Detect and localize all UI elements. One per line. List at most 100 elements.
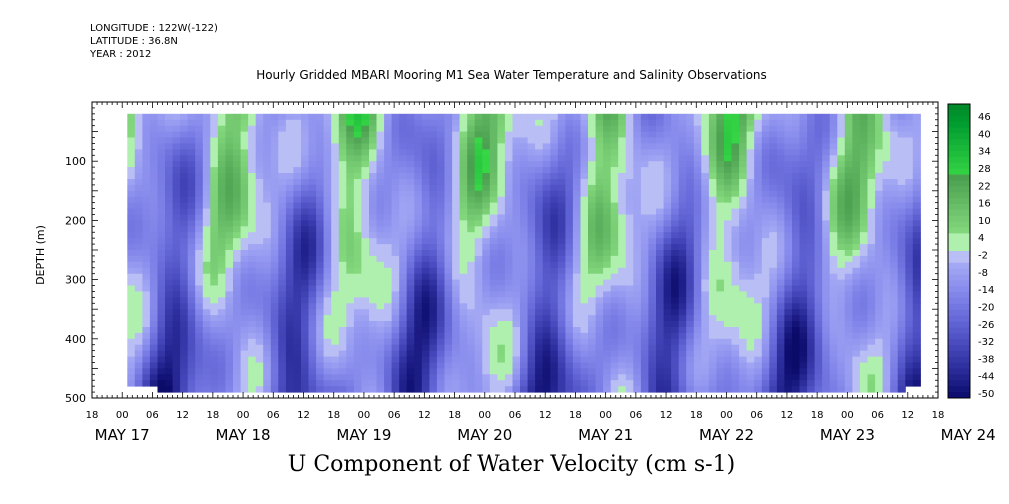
heatmap-cell bbox=[180, 250, 189, 257]
heatmap-cell bbox=[308, 321, 317, 328]
heatmap-cell bbox=[625, 344, 634, 352]
heatmap-cell bbox=[489, 137, 498, 144]
heatmap-cell bbox=[248, 321, 257, 328]
heatmap-cell bbox=[172, 255, 181, 263]
heatmap-cell bbox=[595, 356, 604, 363]
heatmap-cell bbox=[829, 368, 838, 375]
heatmap-cell bbox=[897, 327, 906, 334]
heatmap-cell bbox=[603, 267, 612, 275]
heatmap-cell bbox=[391, 315, 400, 322]
heatmap-cell bbox=[172, 119, 181, 127]
heatmap-cell bbox=[459, 155, 468, 162]
heatmap-cell bbox=[180, 279, 189, 286]
heatmap-cell bbox=[263, 155, 272, 162]
heatmap-cell bbox=[301, 190, 310, 198]
heatmap-cell bbox=[293, 131, 302, 138]
heatmap-cell bbox=[822, 368, 831, 375]
heatmap-cell bbox=[671, 380, 680, 387]
heatmap-cell bbox=[588, 273, 597, 281]
heatmap-cell bbox=[195, 131, 204, 138]
heatmap-cell bbox=[792, 202, 801, 209]
heatmap-cell bbox=[724, 143, 733, 150]
heatmap-cell bbox=[293, 125, 302, 133]
heatmap-cell bbox=[671, 279, 680, 286]
heatmap-cell bbox=[724, 386, 733, 393]
heatmap-cell bbox=[489, 155, 498, 162]
heatmap-cell bbox=[429, 131, 438, 138]
heatmap-cell bbox=[648, 155, 657, 162]
heatmap-cell bbox=[912, 220, 921, 227]
heatmap-cell bbox=[436, 279, 445, 286]
heatmap-cell bbox=[859, 143, 868, 150]
heatmap-cell bbox=[912, 238, 921, 245]
heatmap-cell bbox=[452, 161, 461, 168]
heatmap-cell bbox=[172, 244, 181, 251]
heatmap-cell bbox=[693, 338, 702, 346]
heatmap-cell bbox=[210, 386, 219, 393]
heatmap-cell bbox=[814, 362, 823, 369]
heatmap-cell bbox=[769, 309, 778, 316]
heatmap-cell bbox=[708, 202, 717, 209]
heatmap-cell bbox=[467, 356, 476, 363]
heatmap-cell bbox=[739, 368, 748, 375]
heatmap-cell bbox=[905, 267, 914, 275]
heatmap-cell bbox=[240, 190, 249, 198]
heatmap-cell bbox=[776, 137, 785, 144]
heatmap-cell bbox=[807, 368, 816, 375]
heatmap-cell bbox=[837, 119, 846, 127]
heatmap-cell bbox=[444, 315, 453, 322]
heatmap-cell bbox=[724, 125, 733, 133]
heatmap-cell bbox=[361, 255, 370, 263]
heatmap-cell bbox=[180, 208, 189, 215]
heatmap-cell bbox=[792, 374, 801, 381]
heatmap-cell bbox=[474, 273, 483, 281]
heatmap-cell bbox=[852, 327, 861, 334]
heatmap-cell bbox=[406, 196, 415, 204]
heatmap-cell bbox=[240, 261, 249, 269]
heatmap-cell bbox=[610, 214, 619, 221]
heatmap-cell bbox=[784, 190, 793, 198]
heatmap-cell bbox=[527, 220, 536, 227]
heatmap-cell bbox=[406, 167, 415, 174]
heatmap-cell bbox=[263, 297, 272, 304]
heatmap-cell bbox=[671, 167, 680, 174]
heatmap-cell bbox=[369, 374, 378, 381]
heatmap-cell bbox=[255, 250, 264, 257]
heatmap-cell bbox=[875, 303, 884, 310]
heatmap-cell bbox=[686, 344, 695, 352]
heatmap-cell bbox=[572, 350, 581, 357]
heatmap-cell bbox=[792, 362, 801, 369]
heatmap-cell bbox=[248, 261, 257, 269]
heatmap-cell bbox=[263, 368, 272, 375]
heatmap-cell bbox=[240, 244, 249, 251]
heatmap-cell bbox=[353, 362, 362, 369]
heatmap-cell bbox=[369, 143, 378, 150]
heatmap-cell bbox=[165, 125, 174, 133]
heatmap-cell bbox=[829, 327, 838, 334]
heatmap-cell bbox=[331, 321, 340, 328]
heatmap-cell bbox=[406, 297, 415, 304]
heatmap-cell bbox=[610, 196, 619, 204]
heatmap-cell bbox=[301, 143, 310, 150]
heatmap-cell bbox=[474, 309, 483, 316]
heatmap-cell bbox=[263, 344, 272, 352]
heatmap-cell bbox=[444, 190, 453, 198]
heatmap-cell bbox=[467, 297, 476, 304]
heatmap-cell bbox=[444, 255, 453, 263]
heatmap-cell bbox=[361, 208, 370, 215]
heatmap-cell bbox=[859, 214, 868, 221]
heatmap-cell bbox=[844, 255, 853, 263]
heatmap-cell bbox=[353, 155, 362, 162]
heatmap-cell bbox=[859, 386, 868, 393]
heatmap-cell bbox=[761, 297, 770, 304]
heatmap-cell bbox=[625, 285, 634, 292]
heatmap-cell bbox=[165, 179, 174, 186]
heatmap-cell bbox=[557, 309, 566, 316]
heatmap-cell bbox=[157, 119, 166, 127]
heatmap-cell bbox=[165, 250, 174, 257]
heatmap-cell bbox=[157, 155, 166, 162]
heatmap-cell bbox=[293, 315, 302, 322]
heatmap-cell bbox=[331, 338, 340, 346]
heatmap-cell bbox=[640, 368, 649, 375]
heatmap-cell bbox=[270, 143, 279, 150]
